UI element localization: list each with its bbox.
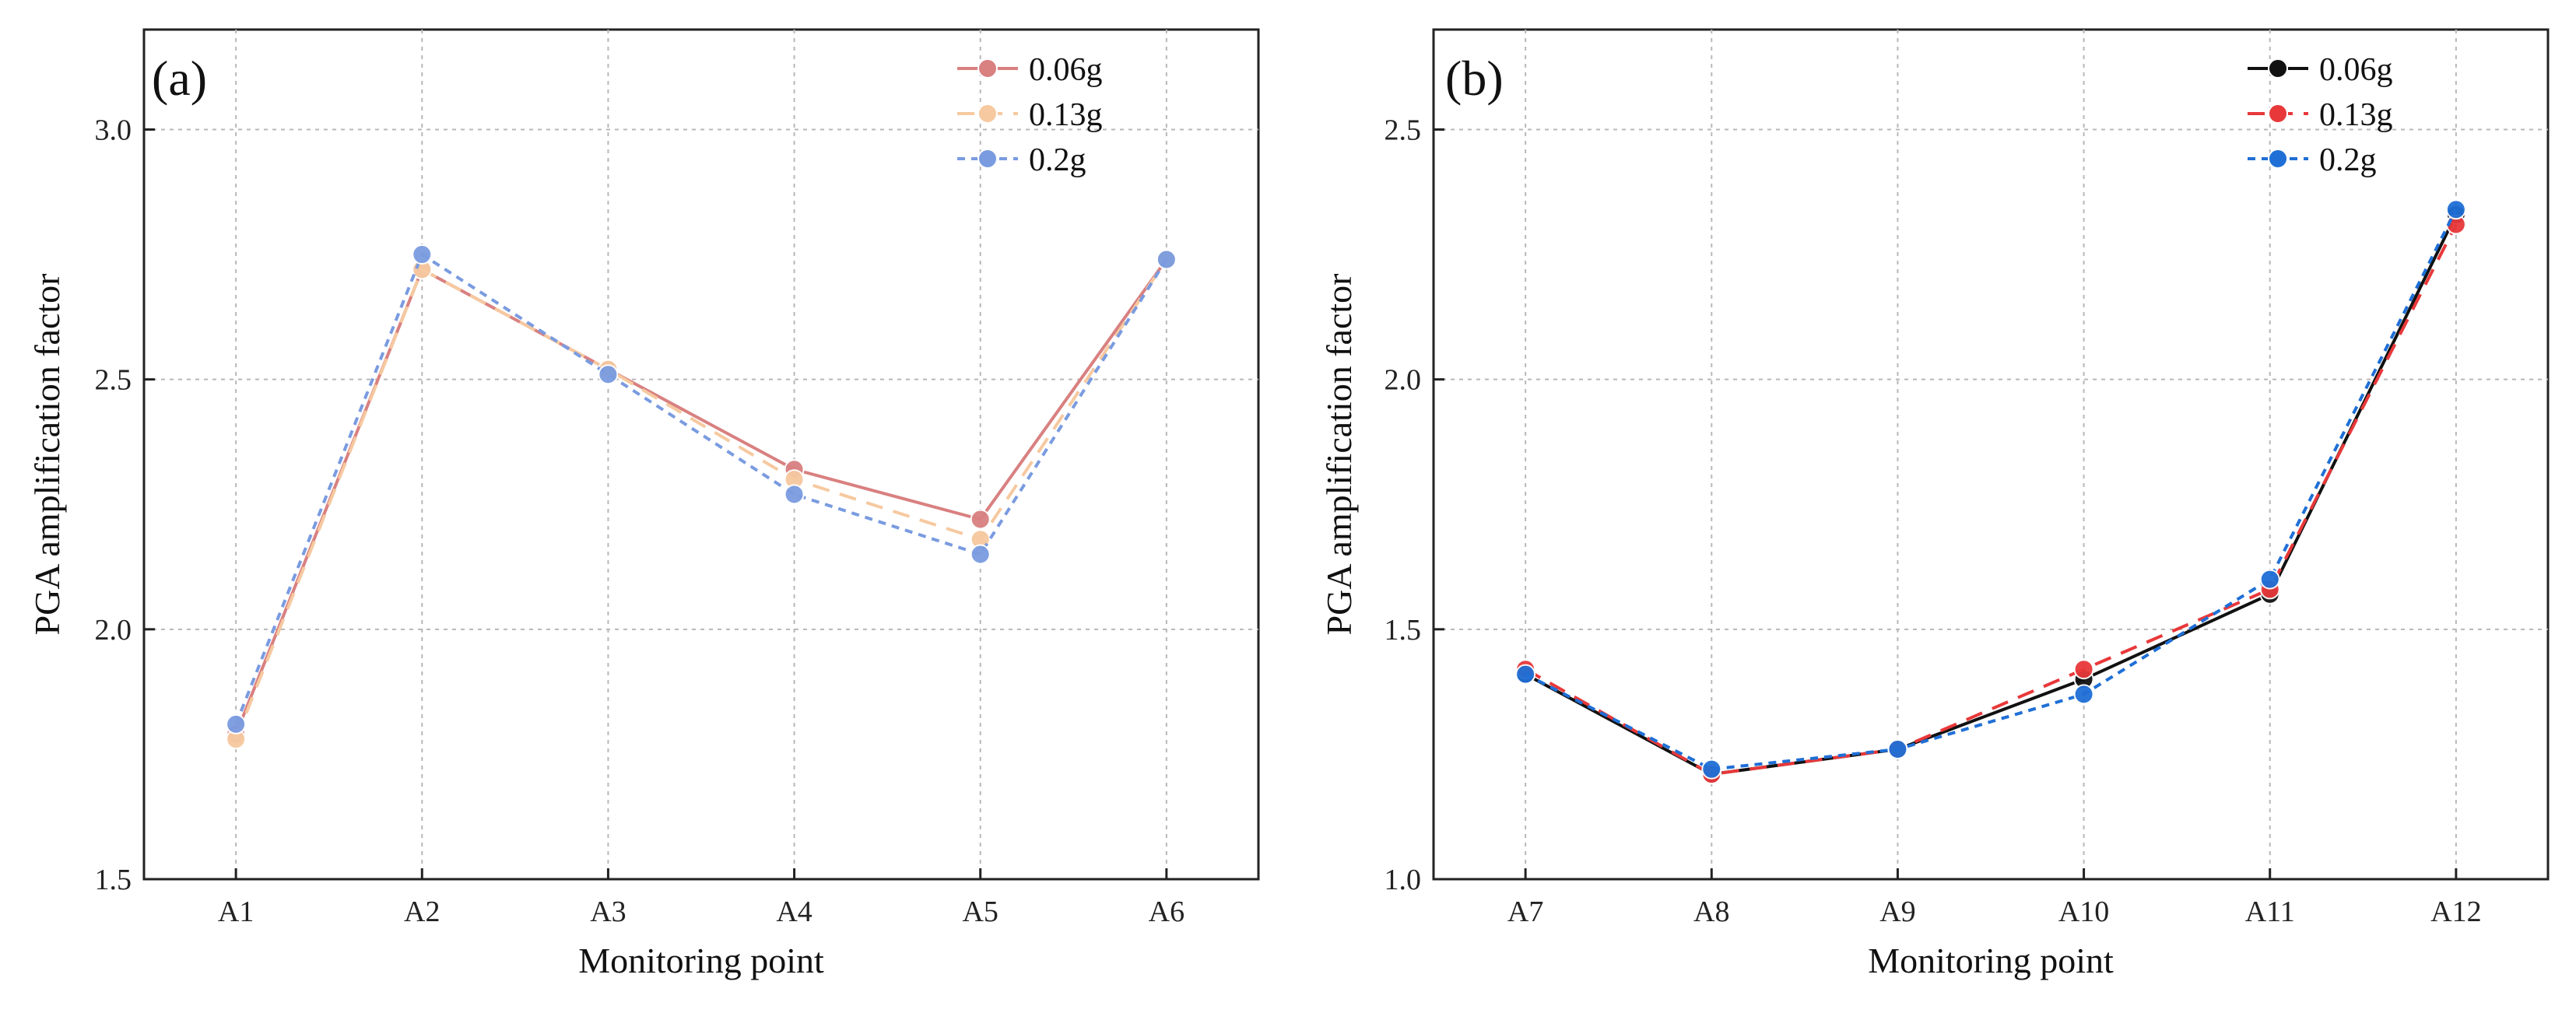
x-tick-label: A9: [1879, 896, 1915, 928]
x-tick-label: A3: [590, 896, 626, 928]
y-tick-label: 2.0: [1385, 364, 1422, 397]
series-line-0.2g: [234, 252, 1168, 725]
grid-b: [1434, 30, 2548, 879]
series-line-0.13g: [1525, 223, 2458, 776]
legend-marker-0.13g: [977, 103, 998, 124]
x-tick-label: A6: [1149, 896, 1184, 928]
plot-frame-b: [1432, 28, 2550, 881]
y-tick-label: 3.0: [95, 114, 132, 146]
legend-label-0.2g: 0.2g: [2319, 142, 2377, 178]
y-ticks-a: 1.5 2.0 2.5 3.0: [95, 114, 155, 896]
y-tick-label: 2.0: [95, 614, 132, 647]
legend-marker-0.2g: [2268, 149, 2288, 169]
y-tick-label: 2.5: [95, 364, 132, 397]
legend-b: 0.06g 0.13g 0.2g: [2248, 52, 2393, 178]
series-a: [226, 244, 1177, 750]
data-point-0.2g: [2445, 199, 2466, 220]
x-tick-label: A5: [962, 896, 998, 928]
y-tick-label: 2.5: [1385, 114, 1422, 146]
data-point-0.2g: [970, 544, 991, 565]
series-b: [1515, 199, 2466, 785]
data-point-0.2g: [598, 364, 619, 385]
x-ticks-a: A1 A2 A3 A4 A5 A6: [218, 868, 1184, 928]
data-point-0.2g: [784, 484, 805, 505]
data-point-0.2g: [412, 244, 433, 265]
legend-marker-0.06g: [977, 58, 998, 79]
y-axis-title-b: PGA amplification factor: [1319, 274, 1359, 636]
series-line-0.13g: [234, 258, 1168, 740]
y-axis-title-a: PGA amplification factor: [27, 274, 67, 636]
x-tick-label: A1: [218, 896, 254, 928]
legend-label-0.06g: 0.06g: [2319, 52, 2393, 88]
data-point-0.2g: [1887, 738, 1908, 759]
x-tick-label: A10: [2058, 896, 2109, 928]
x-tick-label: A7: [1507, 896, 1543, 928]
x-axis-title-a: Monitoring point: [578, 941, 824, 980]
data-point-0.2g: [1701, 759, 1722, 780]
x-tick-label: A8: [1693, 896, 1729, 928]
x-tick-label: A2: [404, 896, 440, 928]
legend-marker-0.2g: [977, 149, 998, 169]
y-tick-label: 1.5: [95, 864, 132, 896]
legend-label-0.06g: 0.06g: [1029, 52, 1103, 88]
series-line-0.06g: [1525, 213, 2458, 776]
legend-label-0.2g: 0.2g: [1029, 142, 1086, 178]
x-tick-label: A4: [776, 896, 812, 928]
legend-a: 0.06g 0.13g 0.2g: [957, 52, 1103, 178]
series-line-0.2g: [1525, 209, 2458, 771]
panel-a: A1 A2 A3 A4 A5 A6 1.5 2.0 2.5 3.0 0.06g 0.13g 0.2g…: [27, 28, 1260, 980]
data-point-0.2g: [226, 713, 247, 734]
x-ticks-b: A7 A8 A9 A10 A11 A12: [1507, 868, 2482, 928]
data-point-0.2g: [1515, 664, 1536, 685]
series-line-0.06g: [234, 258, 1168, 735]
x-axis-title-b: Monitoring point: [1868, 941, 2114, 980]
plot-frame-a: [142, 28, 1260, 881]
legend-marker-0.13g: [2268, 103, 2288, 124]
panel-b: A7 A8 A9 A10 A11 A12 1.01.52.02.5 0.06g0.13g0…: [1319, 28, 2550, 980]
grid-a: [144, 30, 1258, 879]
y-tick-label: 1.0: [1385, 864, 1422, 896]
x-tick-label: A12: [2430, 896, 2481, 928]
y-ticks-b: 1.0 1.5 2.0 2.5: [1385, 114, 1444, 896]
y-tick-label: 1.5: [1385, 614, 1422, 647]
x-tick-label: A11: [2245, 896, 2295, 928]
panel-label-b: (b): [1445, 51, 1504, 106]
data-point-0.2g: [2073, 684, 2094, 705]
data-point-0.13g: [2073, 659, 2094, 680]
legend-label-0.13g: 0.13g: [2319, 97, 2393, 133]
legend-label-0.13g: 0.13g: [1029, 97, 1103, 133]
data-point-0.2g: [1156, 249, 1177, 270]
data-point-0.06g: [970, 509, 991, 530]
legend-marker-0.06g: [2268, 58, 2288, 79]
panel-label-a: (a): [152, 51, 207, 106]
data-point-0.2g: [2259, 569, 2280, 590]
